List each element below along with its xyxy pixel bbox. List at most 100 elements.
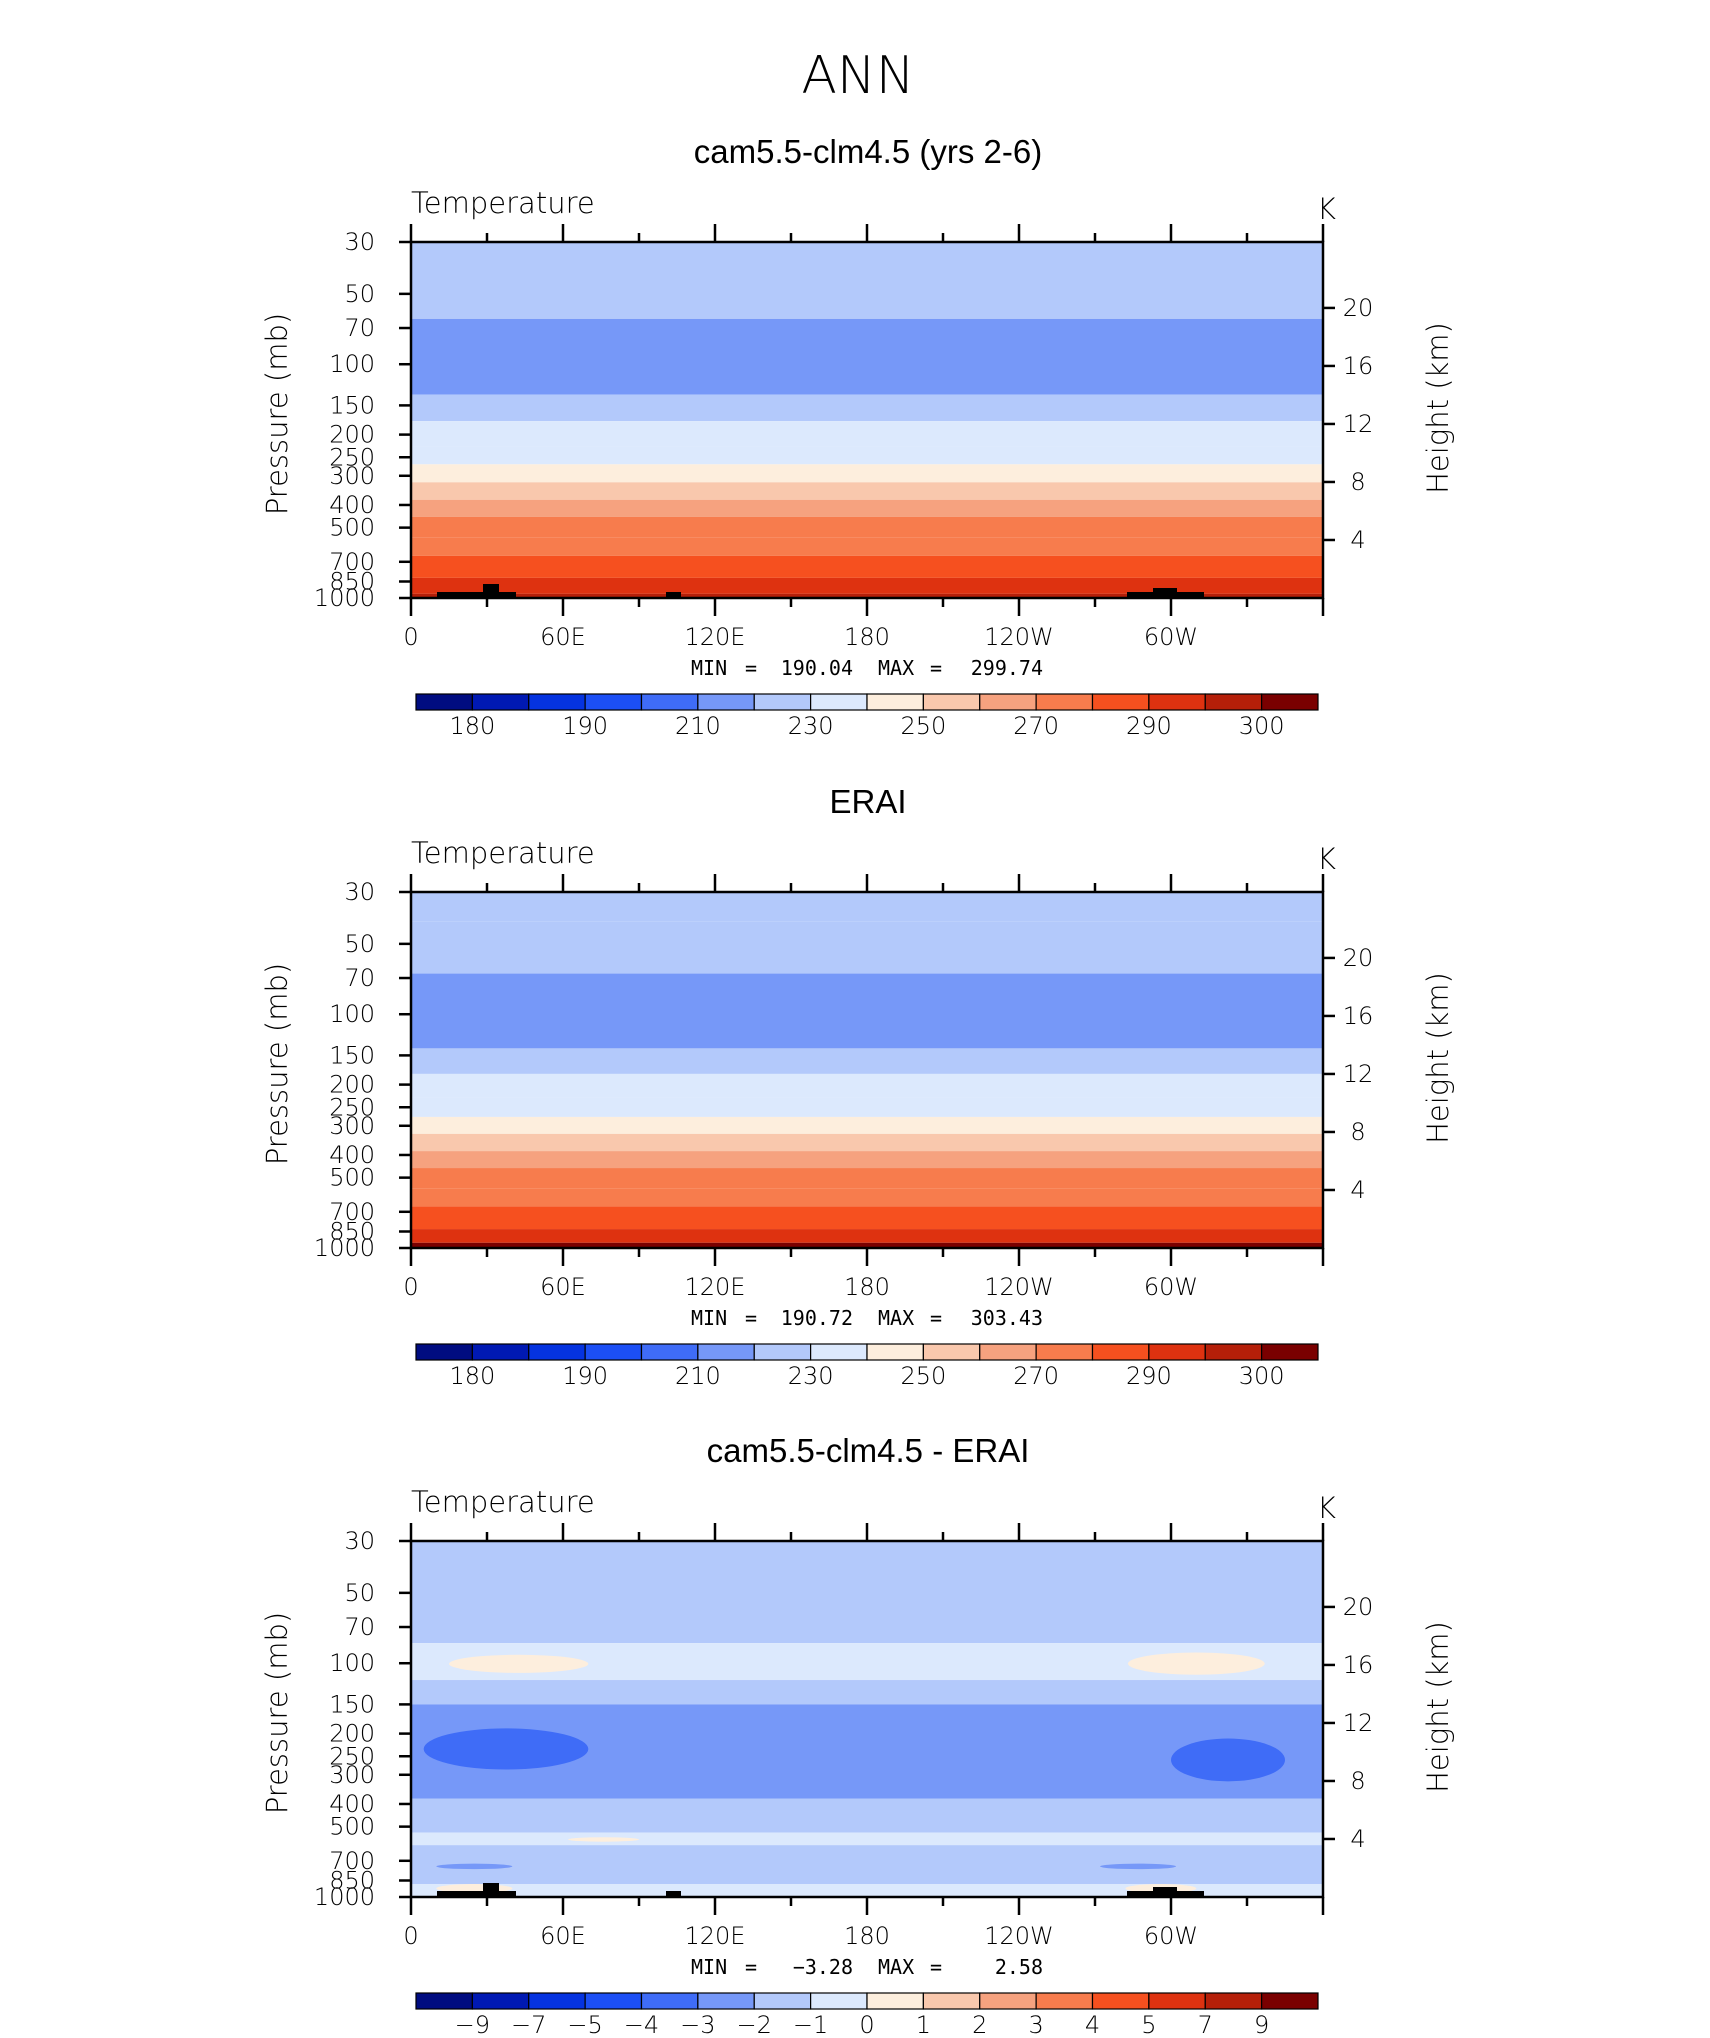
colorbar-label: 300	[1239, 712, 1285, 740]
contour-band	[411, 1116, 1323, 1134]
colorbar-swatch	[922, 1992, 981, 2010]
x-tick-label: 60W	[1144, 623, 1198, 651]
colorbar-label: 180	[449, 712, 495, 740]
colorbar-label: 270	[1013, 1362, 1059, 1390]
y-axis-label: Pressure (mb)	[260, 963, 294, 1165]
panel-title: cam5.5-clm4.5 - ERAI	[707, 1432, 1030, 1469]
colorbar-label: 290	[1126, 712, 1172, 740]
colorbar-swatch	[584, 1992, 643, 2010]
colorbar-label: 9	[1254, 2011, 1269, 2038]
y-tick-label: 30	[344, 1527, 375, 1555]
y2-tick-label: 12	[1343, 410, 1374, 438]
contour-anomaly	[1171, 1738, 1285, 1782]
colorbar: 180 190 210 230 250 270 290 300	[415, 693, 1319, 740]
y-tick-label: 1000	[314, 1234, 375, 1262]
contour-band	[411, 464, 1323, 483]
y-tick-label: 400	[329, 1790, 375, 1818]
colorbar-swatch	[753, 1992, 812, 2010]
min-label: MIN	[691, 1306, 727, 1330]
colorbar-swatch	[640, 1343, 699, 1361]
y-tick-label: 250	[329, 443, 375, 471]
y2-axis-label: Height (km)	[1421, 972, 1455, 1144]
contour-anomaly	[423, 1728, 589, 1770]
contour-band	[411, 1151, 1323, 1169]
panel-title: ERAI	[829, 783, 906, 820]
contour-band	[411, 516, 1323, 538]
colorbar: 180 190 210 230 250 270 290 300	[415, 1343, 1319, 1390]
colorbar-label: 180	[449, 1362, 495, 1390]
y2-axis-label: Height (km)	[1421, 322, 1455, 494]
y-tick-label: 1000	[314, 584, 375, 612]
colorbar-label: 210	[675, 1362, 721, 1390]
colorbar-swatch	[415, 1343, 473, 1361]
colorbar-swatch	[1091, 1992, 1150, 2010]
colorbar-swatch	[697, 693, 755, 711]
y-tick-label: 200	[329, 1720, 375, 1748]
max-eq: =	[930, 1955, 942, 1979]
y-tick-label: 850	[329, 1218, 375, 1246]
colorbar-swatch	[1204, 693, 1263, 711]
contour-band	[411, 537, 1323, 556]
y-tick-label: 100	[329, 1649, 375, 1677]
colorbar-label: 3	[1028, 2011, 1043, 2038]
x-tick-label: 60E	[540, 1922, 586, 1950]
contour-band	[411, 1242, 1323, 1248]
colorbar-swatch	[415, 693, 473, 711]
contour-band	[411, 265, 1323, 319]
x-tick-label: 180	[844, 1273, 890, 1301]
y-tick-label: 100	[329, 350, 375, 378]
colorbar-label: 300	[1239, 1362, 1285, 1390]
contour-band	[411, 1097, 1323, 1117]
y-tick-label: 50	[344, 930, 375, 958]
contour-band	[411, 1168, 1323, 1189]
colorbar-swatch	[1091, 1343, 1150, 1361]
x-tick-label: 120W	[984, 623, 1054, 651]
contour-anomaly	[1100, 1863, 1177, 1870]
colorbar-label: 210	[675, 712, 721, 740]
contour-band	[411, 1541, 1323, 1644]
min-label: MIN	[691, 656, 727, 680]
colorbar-swatch	[1148, 693, 1206, 711]
colorbar-swatch	[1204, 1992, 1263, 2010]
y-tick-label: 70	[344, 1613, 375, 1641]
contour-band	[411, 1048, 1323, 1074]
contour-band	[411, 499, 1323, 517]
colorbar-label: −5	[567, 2011, 602, 2038]
topography-block	[1153, 588, 1177, 598]
colorbar-swatch	[753, 693, 812, 711]
colorbar-swatch	[1261, 1343, 1319, 1361]
y-tick-label: 50	[344, 280, 375, 308]
colorbar-label: −9	[455, 2011, 490, 2038]
colorbar-swatch	[584, 1343, 643, 1361]
contour-band	[411, 1845, 1323, 1885]
contour-field	[411, 892, 1323, 1248]
topography-mask	[437, 584, 1204, 598]
contour-band	[411, 1206, 1323, 1230]
variable-label: Temperature	[411, 836, 595, 870]
x-tick-label: 60E	[540, 623, 586, 651]
colorbar-swatch	[640, 1992, 699, 2010]
x-tick-label: 60E	[540, 1273, 586, 1301]
colorbar-swatch	[1091, 693, 1150, 711]
x-tick-label: 0	[403, 1922, 418, 1950]
colorbar-swatch	[979, 1343, 1037, 1361]
colorbar-label: 1	[916, 2011, 931, 2038]
x-tick-label: 120E	[685, 623, 746, 651]
contour-band	[411, 1133, 1323, 1152]
y2-tick-label: 8	[1350, 1767, 1365, 1795]
y-tick-label: 200	[329, 1071, 375, 1099]
y-tick-label: 30	[344, 878, 375, 906]
topography-block	[1153, 1887, 1177, 1897]
max-eq: =	[930, 1306, 942, 1330]
y2-tick-label: 20	[1343, 1593, 1374, 1621]
max-label: MAX	[878, 1955, 914, 1979]
y-tick-label: 400	[329, 491, 375, 519]
max-value: 299.74	[971, 656, 1043, 680]
colorbar-label: −3	[680, 2011, 715, 2038]
contour-band	[411, 892, 1323, 922]
y2-tick-label: 8	[1350, 468, 1365, 496]
contour-anomaly	[1127, 1652, 1265, 1675]
colorbar-label: 5	[1141, 2011, 1156, 2038]
colorbar-label: −4	[624, 2011, 659, 2038]
y-tick-label: 700	[329, 1847, 375, 1875]
